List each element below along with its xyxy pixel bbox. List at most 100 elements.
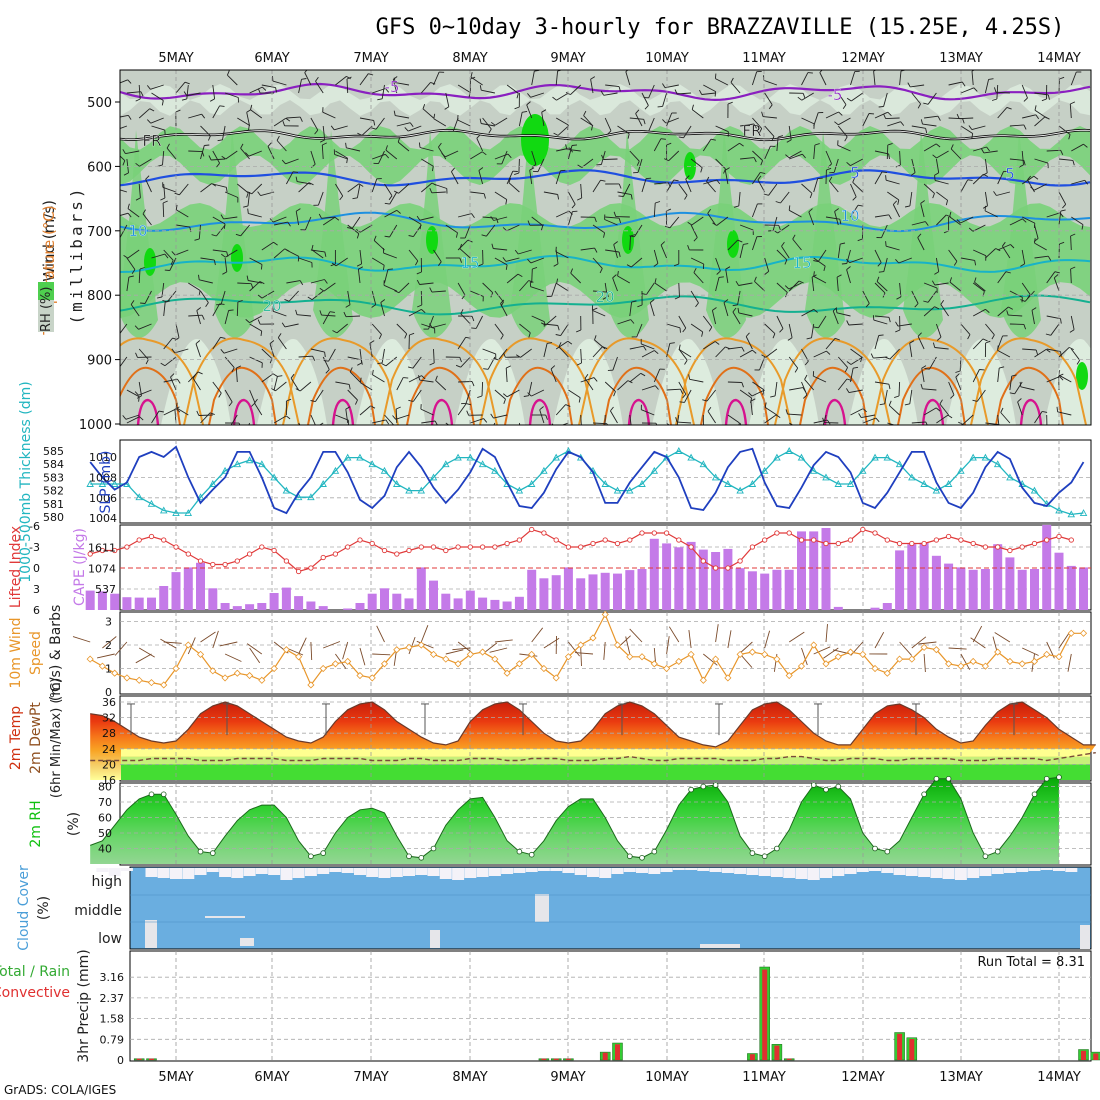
lifted-index-point (896, 540, 903, 547)
wind-barb (505, 367, 508, 383)
wind-barb-flag (108, 333, 111, 337)
isotherm-30 (603, 366, 672, 425)
wind-barb (460, 313, 471, 325)
wind-barb (801, 183, 813, 194)
wind-barb (927, 290, 937, 303)
wind-barb-flag (1034, 238, 1036, 244)
wind-barb-flag (730, 77, 734, 83)
wind-barb (151, 125, 165, 131)
wind-barb (457, 337, 467, 350)
wind-barb-flag (514, 172, 520, 176)
wind-barb (1071, 143, 1084, 152)
wind-barb (273, 117, 287, 127)
wind-barb-flag (385, 88, 390, 93)
lifted-index-point (320, 554, 326, 561)
wind-barb-flag (1005, 271, 1011, 274)
wind-barb (482, 282, 494, 294)
wind-barb (637, 158, 643, 173)
wind-barb-flag (128, 115, 132, 120)
wind10m-barb (923, 653, 926, 673)
wind-barb-flag (857, 238, 863, 242)
wind-barb-flag (934, 172, 939, 176)
wind-barb (780, 191, 790, 204)
wind-barb (590, 79, 594, 94)
wind-barb-flag (687, 245, 690, 251)
wind-barb (887, 191, 900, 201)
wind-barb (776, 282, 788, 293)
wind-barb (457, 213, 472, 218)
wind-barb-flag (418, 142, 421, 148)
wind-barb-flag (888, 400, 892, 406)
wind-barb-flag (479, 118, 482, 124)
wind10m-barb (801, 647, 808, 666)
wind-barb-flag (311, 244, 314, 250)
high-cloud-gap (1028, 868, 1041, 871)
wind-barb-flag (139, 267, 145, 270)
wind-barb (917, 336, 925, 350)
wind-speed-point (577, 641, 585, 649)
wind-speed-point (515, 660, 523, 668)
wind-barb-flag (955, 370, 961, 373)
wind-barb-flag (674, 89, 678, 95)
wind-barb-flag (885, 356, 891, 360)
wind-barb (752, 150, 763, 161)
wind-barb-flag (985, 308, 990, 313)
high-cloud-gap (697, 868, 710, 871)
wind-barb (345, 315, 361, 318)
thickness-point (809, 466, 818, 474)
wind-barb (909, 191, 913, 206)
high-cloud-gap (317, 868, 330, 874)
wind-barb-flag (613, 241, 618, 245)
thickness-tick-label: 580 (43, 511, 64, 524)
isotherm-35 (1019, 398, 1043, 425)
wind-barb (641, 178, 647, 193)
wind-barb (730, 82, 741, 94)
wind-barb (470, 76, 483, 86)
wind-barb (506, 273, 519, 284)
wind-barb-flag (146, 85, 151, 90)
wind-barb-flag (131, 269, 136, 274)
rh-line (90, 776, 1060, 859)
wind-barb-flag (718, 276, 724, 278)
wind-barb (531, 389, 545, 397)
isotherm-30 (208, 366, 277, 425)
wind-barb (1071, 216, 1084, 225)
wind-barb-flag (735, 280, 739, 286)
wind-barb (493, 216, 508, 221)
wind-barb (433, 348, 435, 364)
wind-barb-flag (483, 368, 489, 370)
wind-barb-flag (961, 81, 966, 87)
wind-barb-flag (972, 399, 978, 402)
wind-barb (531, 268, 533, 284)
wind-barb (960, 179, 969, 193)
lifted-index-point (381, 547, 388, 554)
wind-barb-flag (276, 135, 280, 141)
cape-bar (171, 572, 181, 610)
wind-barb (727, 381, 742, 383)
wind-barb (923, 183, 935, 194)
wind-barb-flag (953, 261, 958, 266)
wind10m-barb (102, 636, 117, 649)
cape-bar (870, 607, 880, 610)
wind-barb (1021, 282, 1031, 295)
wind-barb-flag (895, 321, 899, 327)
wind-barb (997, 414, 1000, 425)
thickness-point (613, 486, 622, 494)
wind-barb-flag (1070, 266, 1076, 270)
wind-barb-flag (785, 409, 788, 415)
isotherm-15 (120, 254, 1091, 273)
isotherm-5 (120, 169, 1091, 187)
wind-barb-flag (74, 387, 78, 390)
wind-barb (249, 281, 261, 292)
wind-barb-flag (917, 233, 922, 238)
cape-bar (367, 593, 377, 610)
wind-barb-flag (198, 290, 201, 296)
wind-barb-flag (339, 195, 344, 201)
isotherm-label: 20 (595, 288, 614, 306)
wind-barb-flag (934, 271, 939, 275)
wind-speed-point (491, 655, 499, 663)
wind-barb-flag (146, 119, 152, 124)
wind-label-2: Speed (28, 631, 44, 675)
wind-barb (862, 290, 870, 304)
wind-barb-flag (813, 260, 819, 263)
